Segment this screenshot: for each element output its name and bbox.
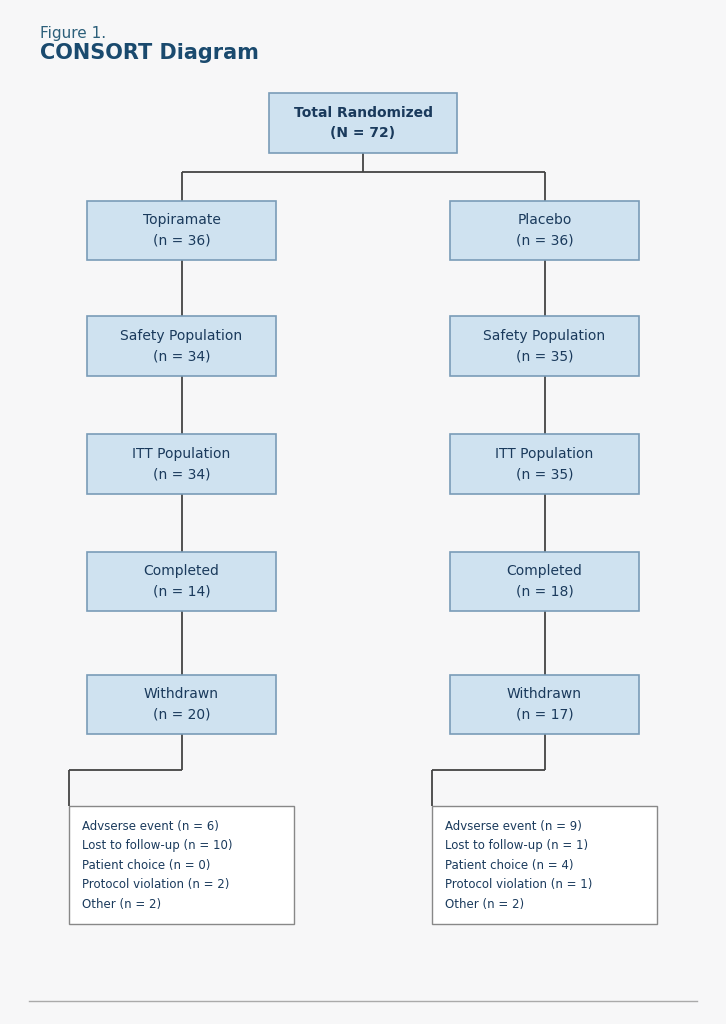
FancyBboxPatch shape — [87, 434, 276, 494]
FancyBboxPatch shape — [269, 93, 457, 153]
Text: Figure 1.: Figure 1. — [40, 26, 106, 41]
FancyBboxPatch shape — [69, 807, 294, 924]
Text: Advserse event (n = 9)
Lost to follow-up (n = 1)
Patient choice (n = 4)
Protocol: Advserse event (n = 9) Lost to follow-up… — [445, 820, 592, 910]
Text: Advserse event (n = 6)
Lost to follow-up (n = 10)
Patient choice (n = 0)
Protoco: Advserse event (n = 6) Lost to follow-up… — [82, 820, 232, 910]
Text: Safety Population
(n = 34): Safety Population (n = 34) — [121, 329, 242, 364]
Text: Withdrawn
(n = 17): Withdrawn (n = 17) — [507, 687, 582, 722]
Text: Safety Population
(n = 35): Safety Population (n = 35) — [484, 329, 605, 364]
FancyBboxPatch shape — [87, 316, 276, 376]
FancyBboxPatch shape — [87, 675, 276, 734]
Text: Placebo
(n = 36): Placebo (n = 36) — [515, 213, 574, 248]
Text: ITT Population
(n = 35): ITT Population (n = 35) — [495, 446, 594, 481]
Text: ITT Population
(n = 34): ITT Population (n = 34) — [132, 446, 231, 481]
Text: Completed
(n = 14): Completed (n = 14) — [144, 564, 219, 599]
FancyBboxPatch shape — [450, 201, 639, 260]
FancyBboxPatch shape — [450, 316, 639, 376]
Text: Completed
(n = 18): Completed (n = 18) — [507, 564, 582, 599]
FancyBboxPatch shape — [87, 201, 276, 260]
Text: Withdrawn
(n = 20): Withdrawn (n = 20) — [144, 687, 219, 722]
FancyBboxPatch shape — [450, 552, 639, 611]
Text: CONSORT Diagram: CONSORT Diagram — [40, 43, 258, 63]
FancyBboxPatch shape — [432, 807, 657, 924]
Text: Topiramate
(n = 36): Topiramate (n = 36) — [142, 213, 221, 248]
FancyBboxPatch shape — [87, 552, 276, 611]
FancyBboxPatch shape — [450, 434, 639, 494]
FancyBboxPatch shape — [450, 675, 639, 734]
Text: Total Randomized
(N = 72): Total Randomized (N = 72) — [293, 105, 433, 140]
